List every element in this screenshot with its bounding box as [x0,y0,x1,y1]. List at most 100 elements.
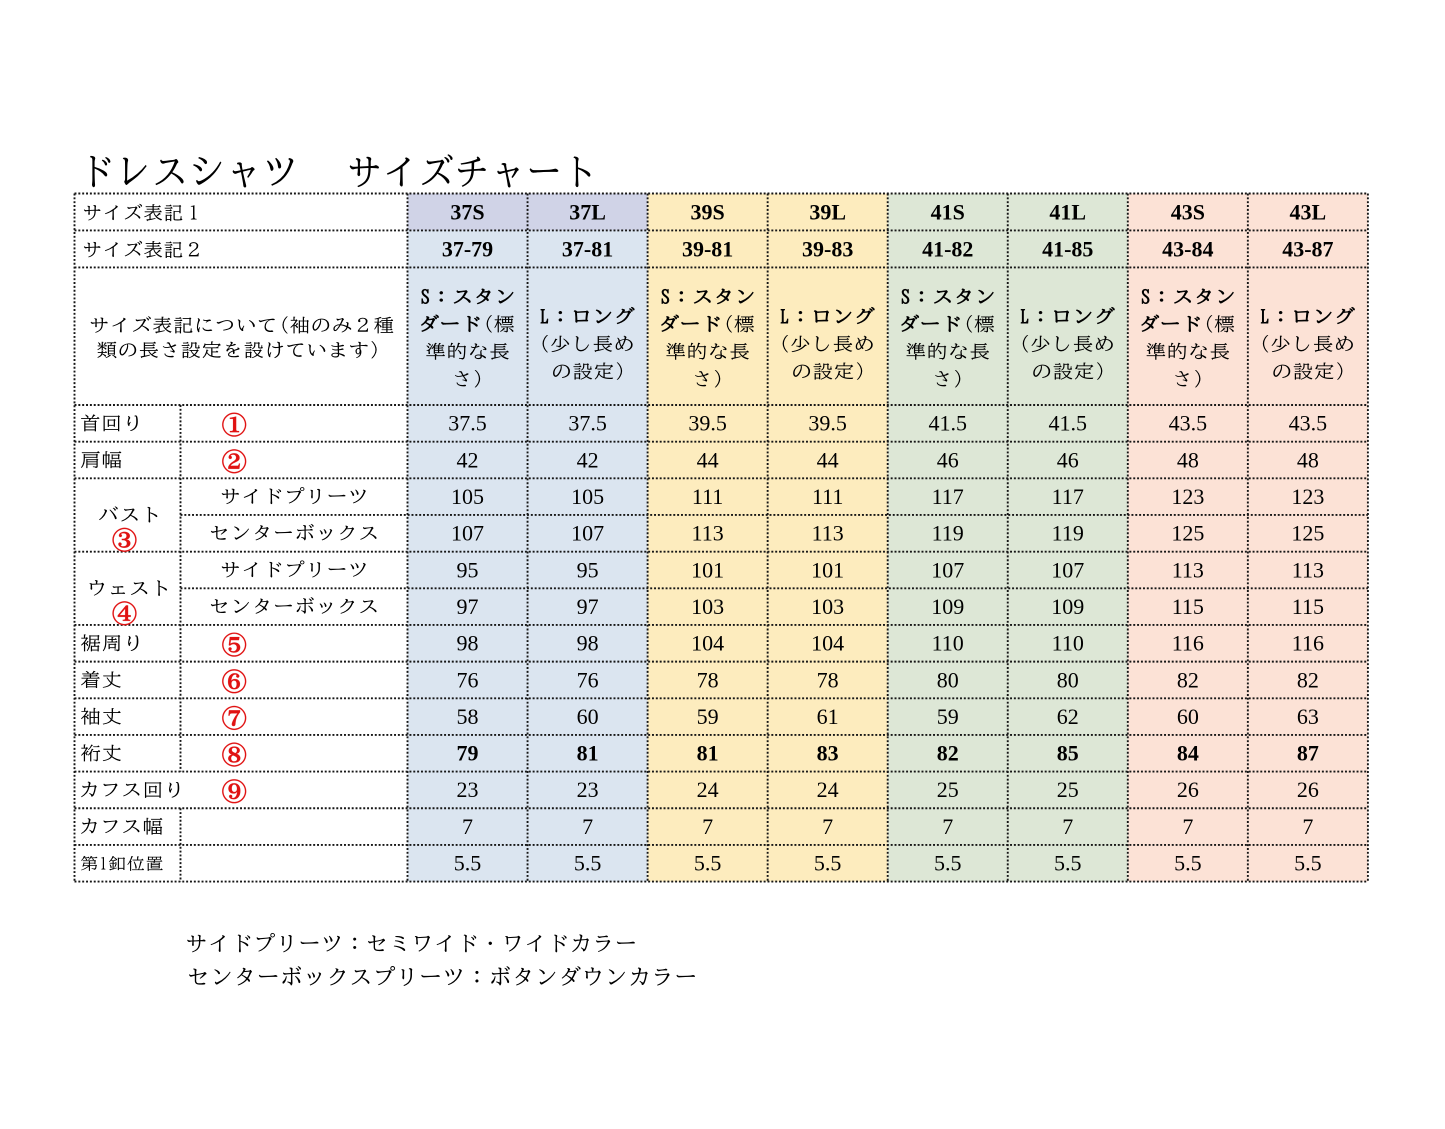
svg-text:5.5: 5.5 [694,851,722,876]
svg-text:109: 109 [1051,594,1084,619]
svg-text:60: 60 [577,704,599,729]
svg-text:97: 97 [457,594,479,619]
svg-text:78: 78 [697,667,719,692]
svg-text:107: 107 [571,521,604,546]
svg-text:110: 110 [932,631,964,656]
svg-text:107: 107 [1051,557,1084,582]
svg-text:37.5: 37.5 [568,411,607,436]
svg-text:59: 59 [697,704,719,729]
svg-text:42: 42 [577,447,599,472]
svg-text:104: 104 [811,631,844,656]
svg-text:24: 24 [817,777,839,802]
svg-text:58: 58 [457,704,479,729]
svg-text:24: 24 [697,777,719,802]
svg-text:87: 87 [1297,741,1319,766]
svg-text:5.5: 5.5 [1174,851,1202,876]
svg-text:103: 103 [811,594,844,619]
svg-text:41L: 41L [1049,199,1086,224]
svg-text:107: 107 [931,557,964,582]
svg-text:39.5: 39.5 [808,411,847,436]
svg-text:39S: 39S [690,199,724,224]
svg-text:5.5: 5.5 [1054,851,1082,876]
svg-text:61: 61 [817,704,839,729]
svg-text:80: 80 [937,667,959,692]
svg-text:116: 116 [1172,631,1204,656]
svg-text:113: 113 [1172,557,1204,582]
svg-text:113: 113 [1292,557,1324,582]
svg-text:48: 48 [1297,447,1319,472]
svg-text:44: 44 [817,447,839,472]
svg-text:43L: 43L [1290,199,1327,224]
svg-text:39-81: 39-81 [682,236,733,261]
svg-text:117: 117 [932,484,964,509]
svg-text:63: 63 [1297,704,1319,729]
svg-text:116: 116 [1292,631,1324,656]
svg-text:81: 81 [697,741,719,766]
svg-text:123: 123 [1171,484,1204,509]
svg-text:23: 23 [457,777,479,802]
svg-text:110: 110 [1052,631,1084,656]
svg-text:76: 76 [457,667,479,692]
svg-text:113: 113 [692,521,724,546]
svg-text:60: 60 [1177,704,1199,729]
svg-text:111: 111 [812,484,843,509]
svg-text:5.5: 5.5 [1294,851,1322,876]
svg-text:82: 82 [1297,667,1319,692]
svg-text:105: 105 [571,484,604,509]
svg-text:37-81: 37-81 [562,236,613,261]
svg-text:119: 119 [932,521,964,546]
svg-text:26: 26 [1297,777,1319,802]
svg-text:5.5: 5.5 [934,851,962,876]
svg-text:101: 101 [691,557,724,582]
svg-text:23: 23 [577,777,599,802]
svg-text:98: 98 [577,631,599,656]
svg-text:41.5: 41.5 [928,411,967,436]
svg-text:41-82: 41-82 [922,236,973,261]
svg-text:7: 7 [462,814,473,839]
svg-text:5.5: 5.5 [574,851,602,876]
svg-text:48: 48 [1177,447,1199,472]
svg-text:123: 123 [1291,484,1324,509]
svg-text:115: 115 [1292,594,1324,619]
svg-text:101: 101 [811,557,844,582]
svg-text:42: 42 [457,447,479,472]
svg-text:82: 82 [937,741,959,766]
svg-text:107: 107 [451,521,484,546]
svg-text:39.5: 39.5 [688,411,727,436]
svg-text:46: 46 [937,447,959,472]
svg-text:37L: 37L [569,199,606,224]
svg-text:43-87: 43-87 [1282,236,1333,261]
svg-text:7: 7 [702,814,713,839]
svg-text:39L: 39L [809,199,846,224]
svg-text:83: 83 [817,741,839,766]
svg-text:41.5: 41.5 [1049,411,1088,436]
svg-text:62: 62 [1057,704,1079,729]
svg-text:5.5: 5.5 [454,851,482,876]
svg-text:104: 104 [691,631,724,656]
svg-text:7: 7 [1182,814,1193,839]
svg-text:82: 82 [1177,667,1199,692]
svg-text:117: 117 [1052,484,1084,509]
svg-text:111: 111 [692,484,723,509]
svg-text:41S: 41S [931,199,965,224]
svg-text:125: 125 [1291,521,1324,546]
svg-text:37S: 37S [450,199,484,224]
svg-text:76: 76 [577,667,599,692]
svg-text:46: 46 [1057,447,1079,472]
svg-text:105: 105 [451,484,484,509]
svg-text:81: 81 [577,741,599,766]
svg-text:43S: 43S [1171,199,1205,224]
svg-text:7: 7 [582,814,593,839]
svg-text:113: 113 [812,521,844,546]
svg-text:97: 97 [577,594,599,619]
svg-text:98: 98 [457,631,479,656]
svg-text:43.5: 43.5 [1169,411,1208,436]
svg-text:37-79: 37-79 [442,236,493,261]
svg-text:43-84: 43-84 [1162,236,1213,261]
svg-text:7: 7 [1062,814,1073,839]
svg-text:7: 7 [822,814,833,839]
svg-text:39-83: 39-83 [802,236,853,261]
svg-text:85: 85 [1057,741,1079,766]
svg-text:79: 79 [457,741,479,766]
svg-text:26: 26 [1177,777,1199,802]
